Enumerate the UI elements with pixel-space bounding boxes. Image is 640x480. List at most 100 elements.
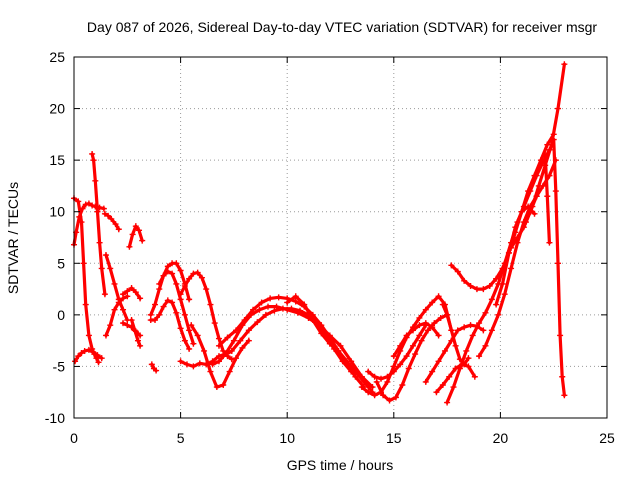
data-point: [512, 224, 519, 231]
data-point: [467, 282, 474, 289]
data-point: [207, 301, 214, 308]
data-point: [75, 353, 82, 360]
grid: [74, 57, 607, 418]
data-point: [431, 320, 438, 327]
data-point: [250, 306, 257, 313]
data-point: [78, 350, 85, 357]
data-point: [100, 205, 107, 212]
data-point: [137, 342, 144, 349]
data-point: [196, 360, 203, 367]
data-point: [535, 182, 542, 189]
data-point: [186, 345, 193, 352]
series-line-s23: [360, 294, 453, 397]
data-point: [186, 275, 193, 282]
data-point: [544, 193, 551, 200]
data-point: [94, 208, 101, 215]
series-line-s36: [552, 137, 567, 397]
data-point: [239, 344, 246, 351]
data-point: [465, 363, 472, 370]
data-point: [561, 61, 568, 68]
series-group: [71, 61, 568, 406]
data-point: [181, 337, 188, 344]
data-point: [360, 378, 367, 385]
data-point: [275, 294, 282, 301]
data-point: [95, 359, 102, 366]
data-point: [482, 342, 489, 349]
data-point: [90, 348, 97, 355]
data-point: [124, 293, 131, 300]
x-tick-label: 25: [599, 430, 615, 446]
data-point: [371, 392, 378, 399]
data-point: [194, 269, 201, 276]
data-point: [493, 275, 500, 282]
data-point: [177, 296, 184, 303]
data-point: [96, 239, 103, 246]
data-point: [529, 203, 536, 210]
data-point: [390, 363, 397, 370]
x-tick-label: 15: [386, 430, 402, 446]
data-point: [467, 322, 474, 329]
data-point: [435, 358, 442, 365]
data-point: [409, 342, 416, 349]
data-point: [559, 373, 566, 380]
data-point: [409, 327, 416, 334]
data-point: [403, 353, 410, 360]
data-point: [177, 267, 184, 274]
data-point: [111, 280, 118, 287]
series-line-s24: [366, 323, 428, 381]
data-point: [152, 301, 159, 308]
data-point: [365, 389, 372, 396]
data-point: [397, 361, 404, 368]
data-point: [164, 297, 171, 304]
data-point: [124, 288, 131, 295]
data-point: [186, 296, 193, 303]
data-point: [94, 352, 101, 359]
data-point: [75, 198, 82, 205]
y-axis-label: SDTVAR / TECUs: [5, 182, 21, 294]
data-point: [518, 208, 525, 215]
data-point: [352, 368, 359, 375]
data-point: [392, 394, 399, 401]
data-point: [220, 353, 227, 360]
data-point: [207, 368, 214, 375]
data-point: [82, 201, 89, 208]
data-point: [416, 332, 423, 339]
data-point: [461, 324, 468, 331]
data-point: [424, 327, 431, 334]
data-point: [435, 332, 442, 339]
data-point: [418, 337, 425, 344]
data-point: [215, 342, 222, 349]
data-point: [476, 320, 483, 327]
data-point: [102, 252, 109, 259]
data-point: [89, 202, 96, 209]
data-point: [215, 335, 222, 342]
data-point: [482, 309, 489, 316]
data-point: [480, 327, 487, 334]
data-point: [279, 305, 286, 312]
data-point: [495, 311, 502, 318]
data-point: [126, 243, 133, 250]
data-point: [471, 373, 478, 380]
data-point: [499, 280, 506, 287]
y-tick-label: 10: [49, 204, 65, 220]
data-point: [148, 361, 155, 368]
data-point: [390, 353, 397, 360]
data-point: [153, 367, 160, 374]
data-point: [397, 342, 404, 349]
data-point: [384, 373, 391, 380]
data-point: [92, 177, 99, 184]
data-point: [108, 215, 115, 222]
data-point: [139, 237, 146, 244]
data-point: [254, 319, 261, 326]
data-point: [476, 353, 483, 360]
series-line-s13: [149, 261, 191, 317]
data-point: [422, 320, 429, 327]
series-line-s10: [127, 224, 144, 249]
axis-ticks: 0 5 10 15 20 25 -10 -5 0 5 10 15 20 25: [45, 49, 615, 446]
data-point: [271, 307, 278, 314]
data-point: [508, 244, 515, 251]
data-point: [373, 378, 380, 385]
data-point: [508, 265, 515, 272]
data-point: [262, 311, 269, 318]
data-point: [550, 136, 557, 143]
